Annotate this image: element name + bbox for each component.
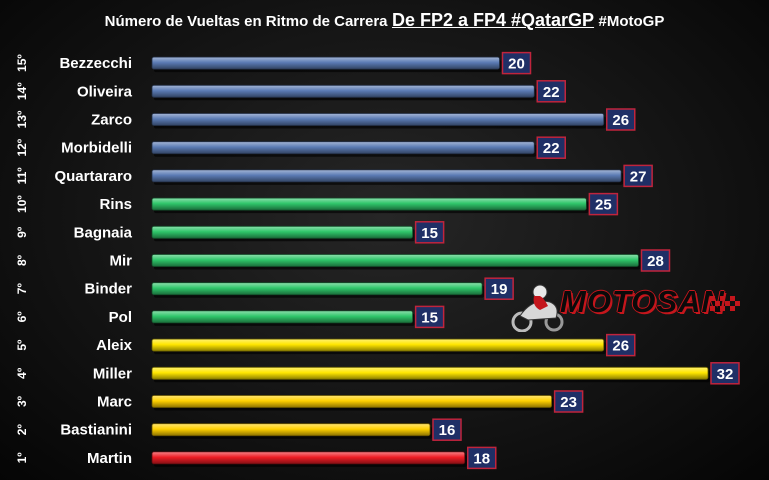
rank-label: 3º: [15, 395, 29, 407]
rank-label: 6º: [15, 311, 29, 323]
chart-title: Número de Vueltas en Ritmo de Carrera De…: [0, 10, 769, 36]
rank-label: 14º: [15, 82, 29, 100]
value-box: [467, 446, 497, 470]
value-box: [588, 192, 619, 216]
rider-label: Binder: [84, 281, 132, 298]
data-label: 15: [421, 309, 438, 326]
data-label: 25: [595, 197, 612, 214]
bar: [151, 395, 553, 408]
data-label: 32: [717, 366, 734, 383]
value-box: [536, 80, 566, 103]
rider-label: Oliveira: [77, 83, 133, 100]
value-box: [414, 305, 445, 329]
rider-label: Rins: [99, 196, 132, 213]
rank-label: 1º: [15, 452, 29, 464]
rider-label: Aleix: [96, 337, 133, 354]
rank-label: 12º: [15, 138, 29, 156]
rider-label: Zarco: [91, 112, 132, 129]
data-label: 18: [473, 450, 490, 467]
value-box: [484, 277, 514, 300]
bar: [151, 338, 605, 352]
value-box: [432, 418, 462, 441]
motosan-logo: MOTOSAN: [510, 280, 750, 332]
rank-label: 2º: [15, 424, 29, 436]
title-main: Número de Vueltas en Ritmo de Carrera: [104, 13, 388, 30]
data-label: 20: [508, 56, 525, 73]
title-highlight: De FP2 a FP4 #QatarGP: [391, 10, 595, 30]
title-tag: #MotoGP: [598, 13, 665, 30]
bar: [151, 197, 587, 211]
value-box: [606, 333, 636, 357]
data-label: 15: [421, 225, 438, 242]
logo-text: MOTOSAN: [560, 284, 725, 319]
rank-label: 4º: [15, 367, 29, 379]
rider-label: Bezzecchi: [59, 55, 132, 72]
rider-label: Bagnaia: [74, 224, 133, 241]
rider-label: Marc: [97, 394, 132, 411]
value-box: [501, 51, 532, 75]
value-box: [553, 390, 584, 413]
value-box: [536, 136, 566, 159]
rank-label: 10º: [15, 195, 29, 213]
data-label: 26: [612, 338, 629, 355]
rider-label: Quartararo: [54, 168, 132, 185]
value-box: [710, 362, 740, 385]
rank-label: 7º: [15, 283, 29, 295]
data-label: 26: [612, 112, 629, 129]
bar: [151, 451, 466, 465]
rank-label: 9º: [15, 226, 29, 238]
data-label: 23: [560, 394, 577, 411]
value-box: [414, 221, 445, 244]
rank-label: 8º: [15, 254, 29, 266]
motorbike-icon: [511, 284, 564, 332]
value-box: [623, 164, 653, 188]
bar: [151, 423, 431, 437]
bar: [151, 310, 414, 324]
data-label: 16: [439, 422, 456, 439]
rank-label: 13º: [15, 110, 29, 128]
bar: [151, 56, 500, 70]
bar: [151, 141, 535, 155]
data-label: 19: [491, 281, 508, 298]
value-box: [606, 108, 636, 131]
data-label: 27: [630, 168, 647, 185]
bar: [151, 84, 535, 98]
rank-label: 5º: [15, 339, 29, 351]
data-label: 22: [543, 84, 560, 101]
rider-label: Mir: [110, 253, 133, 270]
checkered-flag-icon: [710, 296, 740, 311]
bar: [151, 113, 605, 126]
rider-label: Miller: [93, 365, 132, 382]
rider-label: Martin: [87, 450, 132, 467]
bar: [151, 282, 483, 296]
data-label: 22: [543, 140, 560, 157]
bar: [151, 254, 639, 267]
rider-label: Morbidelli: [61, 140, 132, 157]
value-box: [640, 249, 671, 272]
data-label: 28: [647, 253, 664, 270]
rider-label: Bastianini: [60, 422, 132, 439]
bar: [151, 169, 622, 183]
rank-label: 11º: [15, 167, 29, 185]
bar: [151, 366, 709, 380]
rank-label: 15º: [15, 54, 29, 72]
bar: [151, 225, 414, 239]
rider-label: Pol: [109, 309, 132, 326]
